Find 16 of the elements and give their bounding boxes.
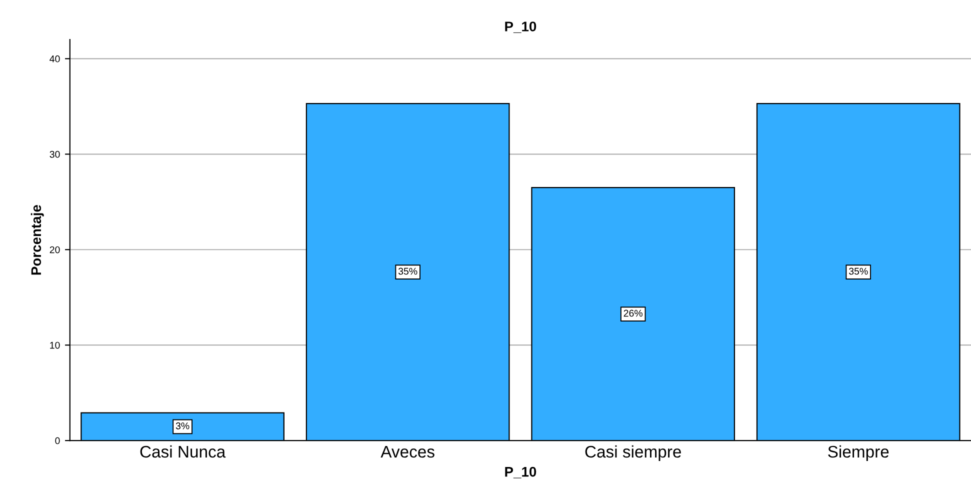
chart-title: P_10 xyxy=(505,22,536,33)
data-label: 26% xyxy=(624,310,642,317)
y-tick-label: 30 xyxy=(50,150,60,158)
y-axis-title: Porcentaje xyxy=(30,205,44,275)
x-tick-label: Siempre xyxy=(828,445,889,461)
data-label: 35% xyxy=(398,268,418,275)
y-tick-label: 40 xyxy=(50,55,60,62)
x-tick-label: Casi Nunca xyxy=(140,445,226,458)
x-tick-label: Aveces xyxy=(380,446,434,458)
data-label: 35% xyxy=(849,268,868,275)
x-axis-title: P_10 xyxy=(505,466,536,478)
y-tick-label: 20 xyxy=(50,246,60,254)
x-tick-label: Casi siempre xyxy=(585,445,681,461)
data-label: 3% xyxy=(176,422,190,430)
y-tick-label: 0 xyxy=(55,437,60,444)
y-tick-label: 10 xyxy=(50,342,60,349)
